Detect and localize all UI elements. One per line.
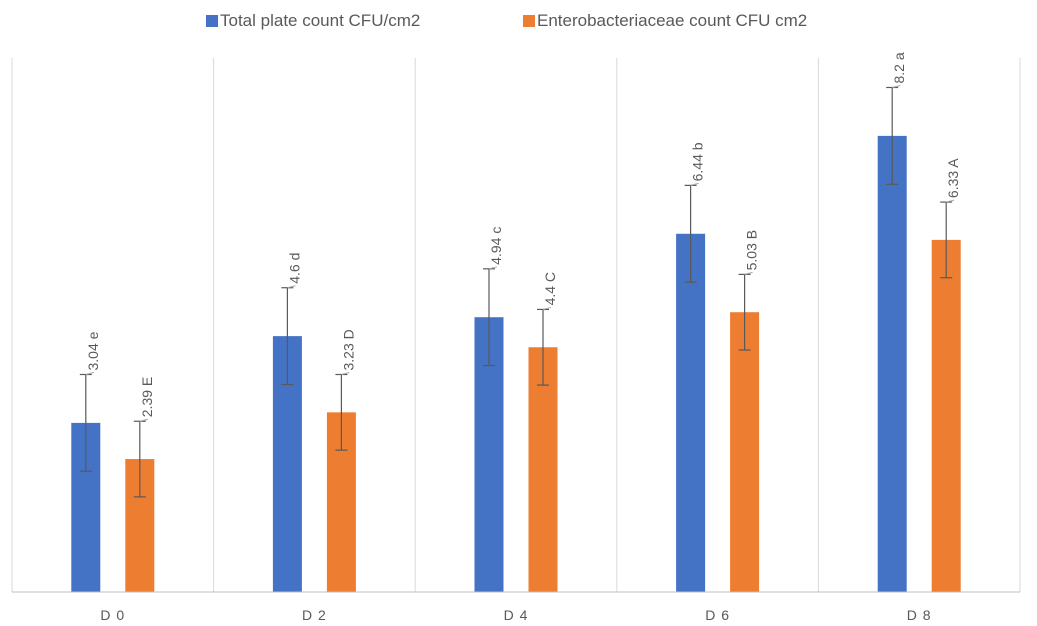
data-labels: 3.04 e 2.39 E 4.6 d 3.23 D 4.94 c 4.4 C 6.44 b… — [85, 52, 961, 422]
data-label: 6.44 b — [690, 142, 706, 181]
data-label: 3.04 e — [85, 331, 101, 370]
label-leader-line — [744, 271, 753, 275]
legend-label-1: Total plate count CFU/cm2 — [220, 11, 420, 30]
x-tick-label: D 0 — [100, 607, 125, 623]
x-tick-label: D 6 — [705, 607, 730, 623]
x-axis: D 0 D 2 D 4 D 6 D 8 — [12, 591, 1020, 623]
gridlines — [11, 58, 1021, 592]
x-tick-label: D 2 — [302, 607, 327, 623]
label-leader-line — [946, 199, 955, 203]
label-leader-line — [341, 372, 350, 375]
x-tick-label: D 8 — [907, 607, 932, 623]
data-label: 8.2 a — [891, 52, 907, 83]
data-label: 4.6 d — [286, 253, 302, 284]
label-leader-line — [488, 266, 498, 270]
data-label: 2.39 E — [139, 377, 155, 417]
legend: Total plate count CFU/cm2 Enterobacteriac… — [206, 11, 807, 30]
data-label: 5.03 B — [744, 230, 760, 270]
label-leader-line — [542, 306, 552, 310]
legend-swatch-2 — [523, 15, 535, 27]
error-bars — [79, 86, 953, 498]
label-leader-line — [892, 84, 901, 88]
data-label: 6.33 A — [945, 158, 961, 198]
bar-enterobacteriaceae-D6 — [730, 312, 760, 592]
data-label: 4.94 c — [488, 227, 504, 265]
bar-enterobacteriaceae-D4 — [528, 347, 558, 592]
bar-total-plate-D6 — [676, 233, 706, 592]
data-label: 4.4 C — [542, 272, 558, 305]
bars — [71, 135, 961, 593]
legend-swatch-1 — [206, 15, 218, 27]
label-leader-line — [139, 418, 148, 422]
x-tick-label: D 4 — [504, 607, 529, 623]
label-leader-line — [287, 285, 296, 289]
legend-label-2: Enterobacteriaceae count CFU cm2 — [537, 11, 807, 30]
bar-total-plate-D8 — [877, 135, 907, 592]
data-label: 3.23 D — [340, 329, 356, 370]
label-leader-line — [690, 182, 699, 186]
label-leader-line — [85, 372, 94, 375]
bar-enterobacteriaceae-D8 — [931, 239, 961, 593]
